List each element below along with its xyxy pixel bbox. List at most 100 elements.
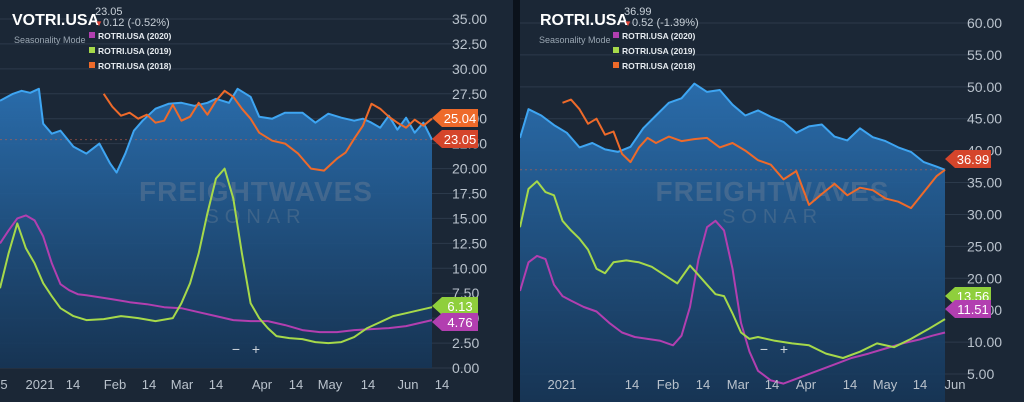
badge-shape bbox=[945, 150, 991, 168]
badge-value: 25.04 bbox=[444, 111, 477, 126]
legend-item[interactable]: ROTRI.USA (2018) bbox=[98, 61, 172, 71]
badge-shape bbox=[432, 313, 478, 331]
legend-swatch bbox=[613, 47, 619, 53]
legend-swatch bbox=[89, 32, 95, 38]
x-tick-label: Mar bbox=[727, 377, 750, 392]
badge-shape bbox=[432, 109, 478, 127]
legend-item[interactable]: ROTRI.USA (2020) bbox=[98, 31, 172, 41]
zoom-out-button[interactable]: − bbox=[232, 341, 240, 357]
legend-swatch bbox=[613, 62, 619, 68]
badge-value: 23.05 bbox=[444, 132, 477, 147]
legend-item[interactable]: ROTRI.USA (2018) bbox=[622, 61, 696, 71]
zoom-controls: − + bbox=[232, 341, 260, 357]
value-badge-main: 36.99 bbox=[945, 150, 991, 168]
y-tick-label: 2.50 bbox=[452, 335, 479, 351]
chart-panel-votri[interactable]: 35.0032.5030.0027.5025.0022.5020.0017.50… bbox=[0, 0, 513, 402]
chart-svg: 60.0055.0050.0045.0040.0035.0030.0025.00… bbox=[520, 6, 1002, 402]
y-tick-label: 35.00 bbox=[967, 175, 1002, 191]
value-badge-top: 25.04 bbox=[432, 109, 478, 127]
badge-value: 4.76 bbox=[447, 315, 472, 330]
ticker-title: VOTRI.USA bbox=[12, 12, 100, 29]
x-tick-label: Mar bbox=[171, 377, 194, 392]
legend-swatch bbox=[89, 62, 95, 68]
watermark-sonar: SONAR bbox=[205, 206, 306, 228]
x-tick-label: 14 bbox=[625, 377, 639, 392]
x-tick-label: 2021 bbox=[548, 377, 577, 392]
y-tick-label: 50.00 bbox=[967, 79, 1002, 95]
ticker-change: 0.12 (-0.52%) bbox=[103, 17, 170, 29]
x-tick-label: 14 bbox=[209, 377, 223, 392]
series-line-main bbox=[520, 82, 946, 171]
value-badge-s2019: 6.13 bbox=[432, 297, 478, 315]
ticker-value: 36.99 bbox=[624, 6, 652, 18]
x-tick-label-edge: 5 bbox=[0, 377, 7, 392]
zoom-out-button[interactable]: − bbox=[760, 341, 768, 357]
x-tick-label: 14 bbox=[843, 377, 857, 392]
series-line-2019 bbox=[520, 180, 946, 359]
y-tick-label: 0.00 bbox=[452, 360, 479, 376]
zoom-in-button[interactable]: + bbox=[780, 341, 788, 357]
x-tick-label: Apr bbox=[252, 377, 273, 392]
x-tick-label: Jun bbox=[398, 377, 419, 392]
series-line-2020 bbox=[520, 219, 946, 385]
badge-value: 36.99 bbox=[957, 152, 990, 167]
y-tick-label: 15.00 bbox=[452, 210, 487, 226]
badge-shape bbox=[432, 297, 478, 315]
ticker-title: ROTRI.USA bbox=[540, 12, 628, 29]
legend-swatch bbox=[613, 32, 619, 38]
value-badge-s2020: 4.76 bbox=[432, 313, 478, 331]
x-tick-label: 14 bbox=[765, 377, 779, 392]
value-badge-s2020: 11.51 bbox=[945, 300, 991, 318]
y-tick-label: 25.00 bbox=[967, 238, 1002, 254]
y-tick-label: 27.50 bbox=[452, 86, 487, 102]
y-tick-label: 12.50 bbox=[452, 235, 487, 251]
badge-value: 11.51 bbox=[957, 302, 989, 317]
zoom-controls: − + bbox=[760, 341, 788, 357]
series-line-2020 bbox=[0, 214, 433, 334]
x-tick-label: 14 bbox=[913, 377, 927, 392]
panel-divider bbox=[513, 0, 520, 402]
change-arrow-icon: ▼ bbox=[95, 19, 103, 28]
legend-item[interactable]: ROTRI.USA (2019) bbox=[98, 46, 172, 56]
value-badge-main: 23.05 bbox=[432, 130, 478, 148]
main-area bbox=[0, 88, 432, 369]
seasonality-mode-label: Seasonality Mode bbox=[539, 35, 611, 45]
x-tick-label: Apr bbox=[796, 377, 817, 392]
y-tick-label: 30.00 bbox=[967, 206, 1002, 222]
x-tick-label: 14 bbox=[289, 377, 303, 392]
x-tick-label: 14 bbox=[435, 377, 449, 392]
y-tick-label: 32.50 bbox=[452, 36, 487, 52]
series-line-2019 bbox=[0, 167, 433, 345]
zoom-in-button[interactable]: + bbox=[252, 341, 260, 357]
y-tick-label: 10.00 bbox=[452, 260, 487, 276]
watermark-sonar: SONAR bbox=[722, 206, 823, 228]
x-tick-label: Feb bbox=[104, 377, 126, 392]
chart-panel-rotri[interactable]: 60.0055.0050.0045.0040.0035.0030.0025.00… bbox=[520, 0, 1024, 402]
change-arrow-icon: ▼ bbox=[624, 19, 632, 28]
y-tick-label: 20.00 bbox=[452, 161, 487, 177]
ticker-value: 23.05 bbox=[95, 6, 123, 18]
x-tick-label: 2021 bbox=[26, 377, 55, 392]
legend-item[interactable]: ROTRI.USA (2020) bbox=[622, 31, 696, 41]
y-tick-label: 17.50 bbox=[452, 186, 487, 202]
y-tick-label: 60.00 bbox=[967, 15, 1002, 31]
chart-svg: 35.0032.5030.0027.5025.0022.5020.0017.50… bbox=[0, 6, 487, 392]
ticker-change: 0.52 (-1.39%) bbox=[632, 17, 699, 29]
main-area bbox=[520, 83, 945, 402]
badge-shape bbox=[432, 130, 478, 148]
y-tick-label: 5.00 bbox=[967, 366, 994, 382]
y-tick-label: 45.00 bbox=[967, 111, 1002, 127]
badge-value: 6.13 bbox=[447, 299, 472, 314]
badge-shape bbox=[945, 300, 991, 318]
y-tick-label: 35.00 bbox=[452, 11, 487, 27]
legend-swatch bbox=[89, 47, 95, 53]
x-tick-label: 14 bbox=[696, 377, 710, 392]
series-line-main bbox=[0, 87, 433, 174]
watermark-freightwaves: FREIGHTWAVES bbox=[656, 176, 890, 207]
x-tick-label: 14 bbox=[361, 377, 375, 392]
y-tick-label: 30.00 bbox=[452, 61, 487, 77]
legend-item[interactable]: ROTRI.USA (2019) bbox=[622, 46, 696, 56]
y-tick-label: 20.00 bbox=[967, 270, 1002, 286]
x-tick-label: Feb bbox=[657, 377, 679, 392]
